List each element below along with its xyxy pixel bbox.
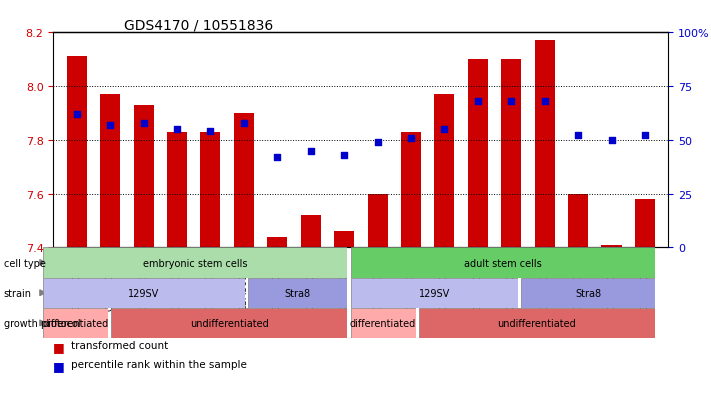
Point	[205, 128, 216, 135]
Bar	[401, 133, 421, 248]
FancyBboxPatch shape	[419, 308, 655, 338]
Bar	[167, 133, 187, 248]
Point	[171, 126, 183, 133]
Point	[338, 152, 350, 159]
Bar	[267, 237, 287, 248]
FancyBboxPatch shape	[43, 308, 108, 338]
FancyBboxPatch shape	[351, 278, 518, 308]
Text: Stra8: Stra8	[575, 288, 601, 298]
Bar	[501, 60, 521, 248]
Point	[506, 98, 517, 105]
Text: adult stem cells: adult stem cells	[464, 258, 542, 268]
Bar	[134, 106, 154, 248]
FancyBboxPatch shape	[43, 278, 245, 308]
Point	[572, 133, 584, 140]
Point	[305, 148, 316, 154]
FancyBboxPatch shape	[351, 248, 655, 278]
Bar	[468, 60, 488, 248]
Text: cell type: cell type	[4, 258, 46, 268]
Text: GDS4170 / 10551836: GDS4170 / 10551836	[124, 19, 274, 33]
Point	[606, 137, 617, 144]
FancyBboxPatch shape	[521, 278, 655, 308]
Text: 129SV: 129SV	[419, 288, 450, 298]
Bar	[602, 245, 621, 248]
Bar	[568, 194, 588, 248]
FancyBboxPatch shape	[112, 308, 347, 338]
Point	[238, 120, 250, 126]
Bar	[434, 95, 454, 248]
FancyBboxPatch shape	[248, 278, 347, 308]
FancyBboxPatch shape	[43, 248, 347, 278]
Point	[472, 98, 483, 105]
Bar	[100, 95, 120, 248]
FancyBboxPatch shape	[351, 308, 415, 338]
Text: 129SV: 129SV	[128, 288, 159, 298]
Text: transformed count: transformed count	[71, 340, 169, 350]
Text: ■: ■	[53, 359, 65, 372]
Text: percentile rank within the sample: percentile rank within the sample	[71, 359, 247, 369]
Point	[372, 139, 383, 146]
Point	[71, 112, 82, 118]
Point	[405, 135, 417, 142]
Text: strain: strain	[4, 288, 31, 298]
Point	[138, 120, 149, 126]
Bar	[234, 114, 254, 248]
Bar	[535, 41, 555, 248]
Bar	[201, 133, 220, 248]
Point	[439, 126, 450, 133]
Text: differentiated: differentiated	[43, 318, 109, 328]
Text: undifferentiated: undifferentiated	[190, 318, 269, 328]
Bar	[635, 199, 655, 248]
Text: ■: ■	[53, 340, 65, 353]
Text: differentiated: differentiated	[350, 318, 416, 328]
Point	[105, 122, 116, 129]
Point	[539, 98, 550, 105]
Bar	[67, 57, 87, 248]
Text: growth protocol: growth protocol	[4, 318, 80, 328]
Bar	[301, 216, 321, 248]
Point	[639, 133, 651, 140]
Text: Stra8: Stra8	[284, 288, 311, 298]
Text: embryonic stem cells: embryonic stem cells	[143, 258, 247, 268]
Text: undifferentiated: undifferentiated	[498, 318, 576, 328]
Bar	[334, 232, 354, 248]
Point	[272, 154, 283, 161]
Bar	[368, 194, 387, 248]
